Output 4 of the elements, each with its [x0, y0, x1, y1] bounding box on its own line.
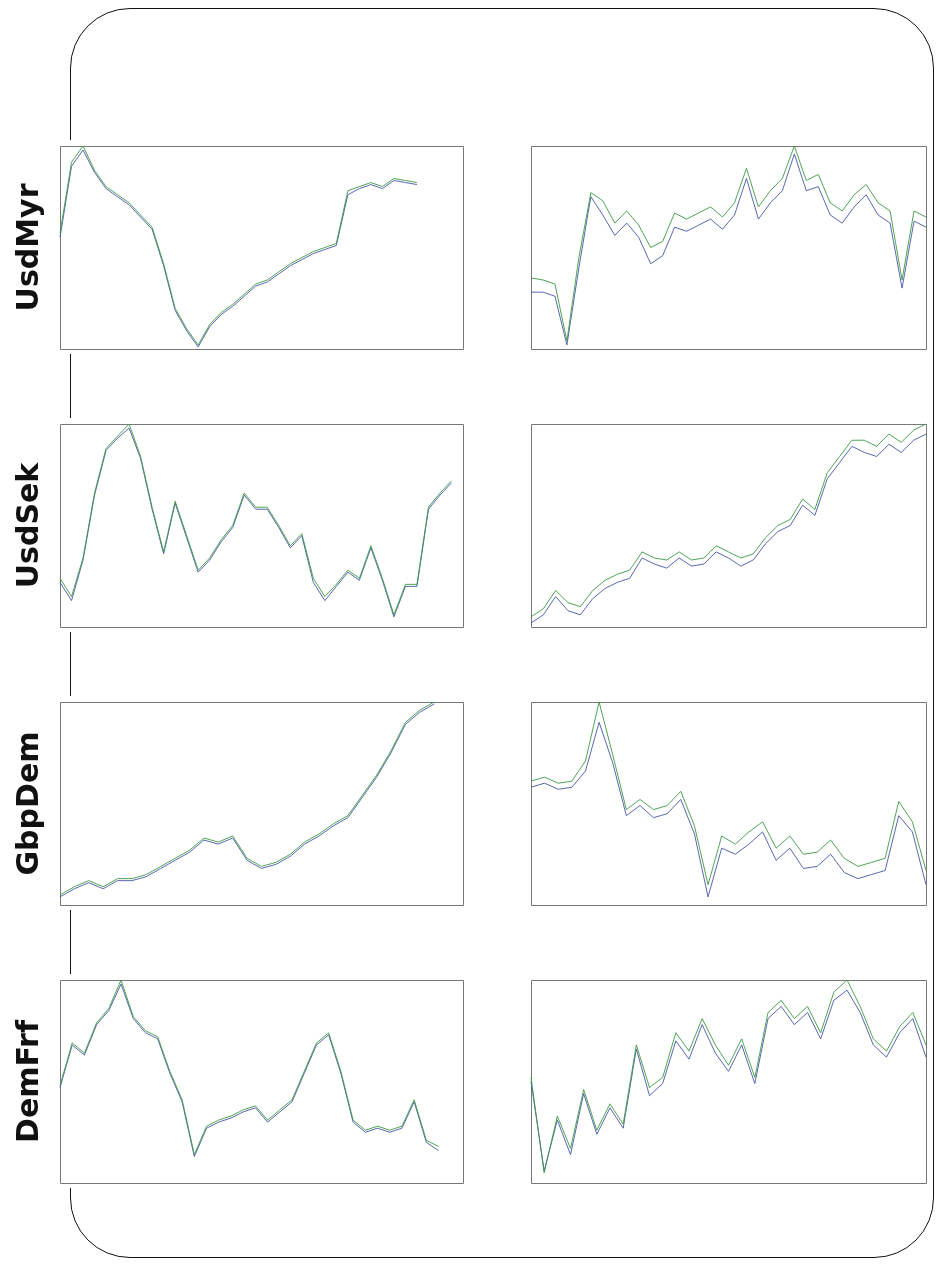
text: GbpDem	[9, 731, 45, 876]
text: DemFrf	[9, 1019, 45, 1143]
text: UsdSek	[9, 461, 45, 589]
text: UsdMyr	[9, 183, 45, 312]
